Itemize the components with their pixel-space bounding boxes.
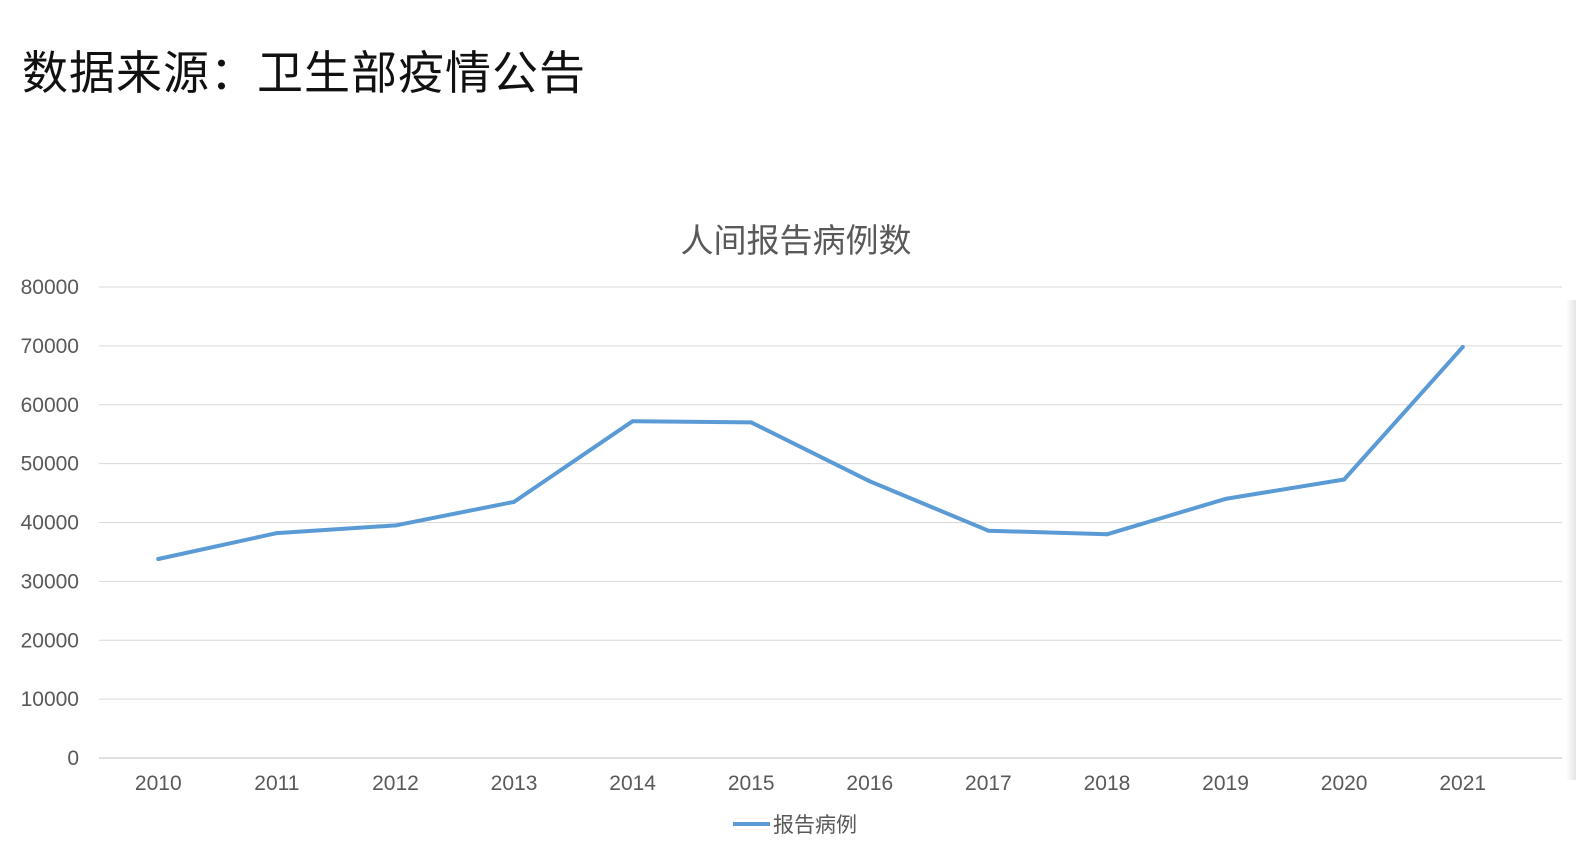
x-tick-label: 2011: [254, 772, 299, 795]
data-point: [749, 420, 754, 425]
y-tick-label: 50000: [21, 453, 79, 476]
data-point: [1223, 496, 1228, 501]
data-point: [1104, 532, 1109, 537]
series-line: [156, 345, 1465, 561]
page-heading: 数据来源：卫生部疫情公告: [22, 46, 586, 100]
data-point: [274, 531, 279, 536]
y-tick-label: 40000: [21, 512, 79, 535]
data-point: [1460, 345, 1465, 350]
gridlines: [99, 286, 1562, 759]
data-point: [393, 523, 398, 528]
series-layer: [156, 345, 1465, 562]
x-tick-label: 2014: [609, 772, 656, 795]
x-tick-label: 2012: [372, 772, 419, 795]
y-tick-label: 70000: [21, 335, 79, 358]
data-point: [1342, 477, 1347, 482]
legend-label: 报告病例: [773, 813, 857, 837]
y-tick-label: 10000: [21, 688, 79, 711]
x-tick-label: 2015: [728, 772, 775, 795]
x-tick-label: 2019: [1202, 772, 1249, 795]
window-edge-shadow: [1566, 300, 1576, 780]
y-tick-label: 80000: [21, 276, 79, 299]
x-tick-label: 2018: [1084, 772, 1131, 795]
x-axis-ticks: 2010 2011 2012 2013 2014 2015 2016 2017 2018 2019…: [135, 772, 1486, 795]
data-point: [986, 528, 991, 533]
x-tick-label: 2010: [135, 772, 182, 795]
data-point: [156, 557, 161, 562]
data-point: [630, 419, 635, 424]
y-tick-label: 0: [67, 747, 79, 770]
y-axis-ticks: 0 10000 20000 30000 40000 50000 60000 70000 8000…: [21, 276, 79, 770]
x-tick-label: 2013: [491, 772, 538, 795]
x-tick-label: 2021: [1439, 772, 1486, 795]
legend: 报告病例: [733, 813, 857, 837]
data-point: [867, 479, 872, 484]
x-tick-label: 2016: [846, 772, 893, 795]
data-point: [512, 499, 517, 504]
y-tick-label: 60000: [21, 394, 79, 417]
x-tick-label: 2020: [1321, 772, 1368, 795]
y-tick-label: 30000: [21, 570, 79, 593]
chart-title: 人间报告病例数: [681, 221, 912, 260]
x-tick-label: 2017: [965, 772, 1012, 795]
y-tick-label: 20000: [21, 629, 79, 652]
